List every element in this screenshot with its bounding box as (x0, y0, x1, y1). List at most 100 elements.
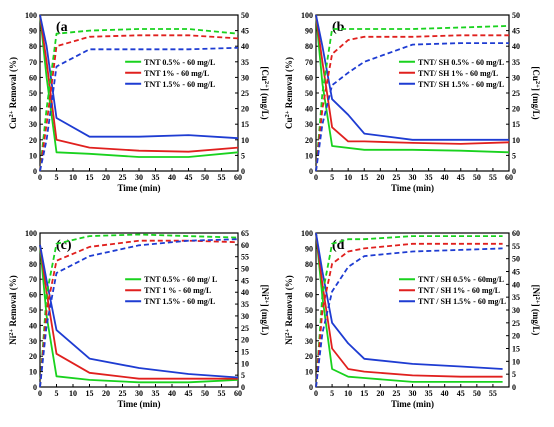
y-tick-label: 90 (29, 244, 37, 253)
y2-tick-label: 0 (512, 167, 516, 176)
y-tick-label: 90 (29, 27, 37, 36)
y2-tick-label: 40 (512, 42, 520, 51)
y2-tick-label: 50 (241, 11, 249, 20)
y2-tick-label: 40 (241, 288, 249, 297)
x-tick-label: 50 (201, 173, 209, 182)
x-tick-label: 15 (360, 389, 368, 398)
series-line-2 (315, 14, 510, 145)
y2-tick-label: 50 (512, 255, 520, 264)
x-tick-label: 55 (489, 173, 497, 182)
x-tick-label: 15 (360, 173, 368, 182)
series-line-3 (315, 14, 509, 141)
y2-tick-label: 10 (241, 359, 249, 368)
y2-tick-label: 5 (241, 151, 245, 160)
series-line-5 (315, 34, 509, 172)
legend-label: TNT/ SH 1% - 60 mg/L (418, 69, 498, 78)
x-tick-label: 25 (392, 173, 400, 182)
x-tick-label: 20 (102, 389, 110, 398)
y2-tick-label: 15 (512, 120, 520, 129)
x-tick-label: 35 (425, 173, 433, 182)
y-tick-label: 80 (29, 42, 37, 51)
series-line-3 (315, 232, 503, 370)
chart-panel-3: 0 5 10 15 20 25 30 35 40 45 50 55 600102030405060708… (8, 229, 270, 409)
y-tick-label: 0 (309, 383, 313, 392)
x-tick-label: 10 (344, 173, 352, 182)
legend-label: TNT 0.5% - 60 mg/L (144, 58, 215, 67)
x-tick-label: 35 (425, 389, 433, 398)
y2-axis-label: [Ni2+] (mg/L) (531, 285, 541, 336)
y-tick-label: 80 (305, 42, 313, 51)
series-line-5 (39, 34, 239, 172)
series-line-1 (39, 14, 239, 158)
y-tick-label: 10 (29, 151, 37, 160)
y-tick-label: 100 (25, 11, 37, 20)
y-tick-label: 50 (29, 89, 37, 98)
y-tick-label: 40 (29, 321, 37, 330)
y2-tick-label: 0 (512, 383, 516, 392)
y2-tick-label: 55 (241, 253, 249, 262)
x-tick-label: 5 (55, 389, 59, 398)
y2-tick-label: 40 (512, 280, 520, 289)
x-tick-label: 55 (489, 389, 497, 398)
x-tick-label: 30 (135, 173, 143, 182)
y-tick-label: 70 (29, 275, 37, 284)
x-tick-label: 45 (457, 173, 465, 182)
x-axis-label: Time (min) (117, 183, 160, 193)
series-line-6 (315, 247, 503, 388)
x-tick-label: 40 (168, 173, 176, 182)
x-tick-label: 45 (185, 173, 193, 182)
y-axis-label: Ni2+ Removal (%) (284, 275, 294, 344)
x-tick-label: 30 (409, 173, 417, 182)
y-tick-label: 0 (33, 383, 37, 392)
y2-tick-label: 35 (512, 58, 520, 67)
series-line-4 (39, 28, 239, 172)
series-line-5 (39, 239, 239, 388)
series-line-5 (315, 242, 503, 388)
y2-tick-label: 35 (241, 58, 249, 67)
y2-tick-label: 15 (241, 347, 249, 356)
x-axis-label: Time (min) (391, 183, 434, 193)
x-tick-label: 40 (168, 389, 176, 398)
plot-frame (39, 14, 239, 172)
y2-tick-label: 50 (512, 11, 520, 20)
series-line-2 (39, 244, 238, 380)
y2-axis-label: [Cu2+] (mg/L) (531, 66, 541, 119)
y-tick-label: 70 (305, 275, 313, 284)
y2-tick-label: 20 (512, 332, 520, 341)
x-tick-label: 5 (330, 173, 334, 182)
y-tick-label: 40 (29, 105, 37, 114)
x-tick-label: 15 (86, 173, 94, 182)
y2-tick-label: 55 (512, 242, 520, 251)
y-tick-label: 100 (25, 229, 37, 238)
y2-tick-label: 20 (512, 105, 520, 114)
y-tick-label: 30 (29, 337, 37, 346)
y2-tick-label: 30 (241, 312, 249, 321)
x-tick-label: 10 (69, 389, 77, 398)
y-tick-label: 20 (305, 136, 313, 145)
x-tick-label: 35 (152, 173, 160, 182)
series-line-6 (315, 42, 509, 172)
y2-tick-label: 0 (241, 167, 245, 176)
x-tick-label: 40 (441, 389, 449, 398)
y-tick-label: 30 (29, 120, 37, 129)
legend-label: TNT/ SH 0.5% - 60 mg/L (418, 58, 504, 67)
y2-tick-label: 25 (241, 324, 249, 333)
y-tick-label: 80 (305, 260, 313, 269)
x-tick-label: 45 (457, 389, 465, 398)
y2-tick-label: 45 (241, 27, 249, 36)
y-tick-label: 70 (305, 58, 313, 67)
y2-tick-label: 35 (512, 293, 520, 302)
y-tick-label: 100 (301, 229, 313, 238)
y-tick-label: 20 (29, 136, 37, 145)
x-axis-label: Time (min) (117, 399, 160, 409)
y2-tick-label: 45 (512, 27, 520, 36)
legend-label: TNT/ SH 1.5% - 60 mg/L (418, 80, 504, 89)
plot-frame (39, 232, 239, 388)
x-tick-label: 0 (38, 389, 42, 398)
series-line-2 (39, 14, 239, 153)
x-tick-label: 50 (201, 389, 209, 398)
x-tick-label: 45 (185, 389, 193, 398)
y2-tick-label: 0 (241, 383, 245, 392)
x-tick-label: 10 (69, 173, 77, 182)
